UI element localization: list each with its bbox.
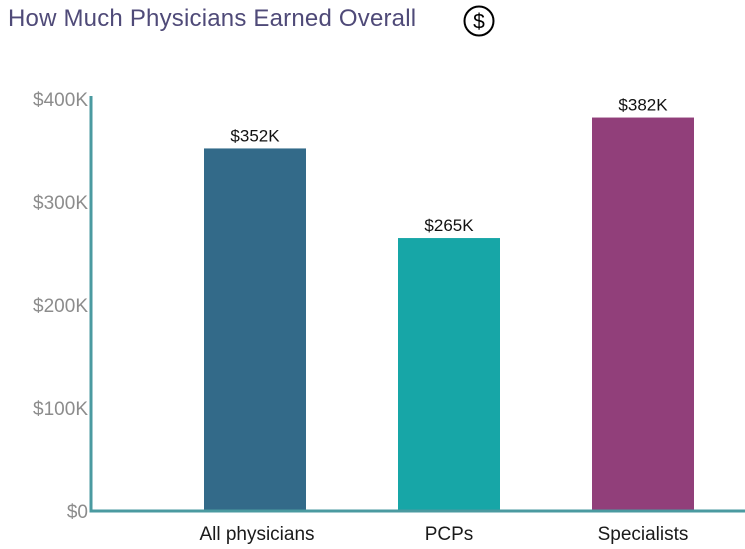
- bar-value-label: $352K: [230, 126, 280, 145]
- svg-text:$: $: [473, 11, 485, 34]
- bar-pcps: [398, 238, 500, 512]
- axes: [89, 96, 745, 513]
- y-tick-label: $300K: [33, 193, 88, 214]
- bar-all-physicians: [204, 148, 306, 511]
- value-labels: $352K $265K $382K: [230, 96, 668, 236]
- bar-value-label: $265K: [424, 216, 474, 235]
- category-label: Specialists: [598, 524, 689, 545]
- y-tick-label: $100K: [33, 399, 88, 420]
- category-labels: All physicians PCPs Specialists: [199, 524, 688, 545]
- y-tick-label: $200K: [33, 296, 88, 317]
- y-axis-tick-labels: $0 $100K $200K $300K $400K: [33, 90, 88, 523]
- chart-title: How Much Physicians Earned Overall: [8, 5, 417, 32]
- bar-value-label: $382K: [618, 96, 668, 115]
- dollar-circle-icon: $: [463, 5, 495, 37]
- y-tick-label: $0: [67, 502, 88, 523]
- category-label: All physicians: [199, 524, 314, 545]
- y-tick-label: $400K: [33, 90, 88, 111]
- bars: [204, 117, 694, 512]
- category-label: PCPs: [425, 524, 474, 545]
- bar-specialists: [592, 117, 694, 511]
